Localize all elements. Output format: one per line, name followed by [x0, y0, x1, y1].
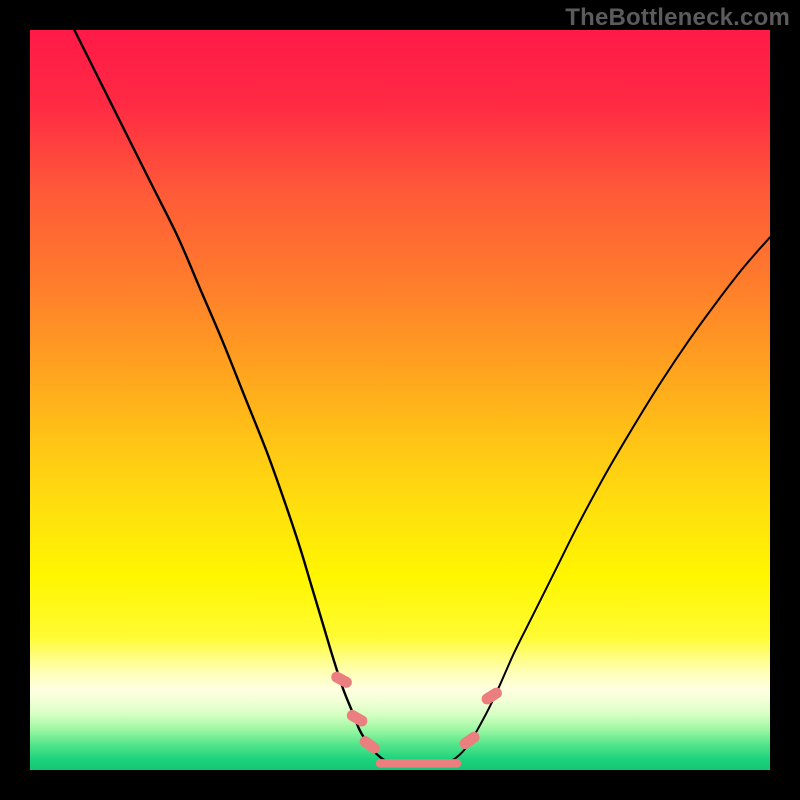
watermark-text: TheBottleneck.com [565, 4, 790, 32]
stage: TheBottleneck.com [0, 0, 800, 800]
plot-area [30, 30, 770, 770]
bottleneck-chart [0, 0, 800, 800]
plot-background [30, 30, 770, 770]
